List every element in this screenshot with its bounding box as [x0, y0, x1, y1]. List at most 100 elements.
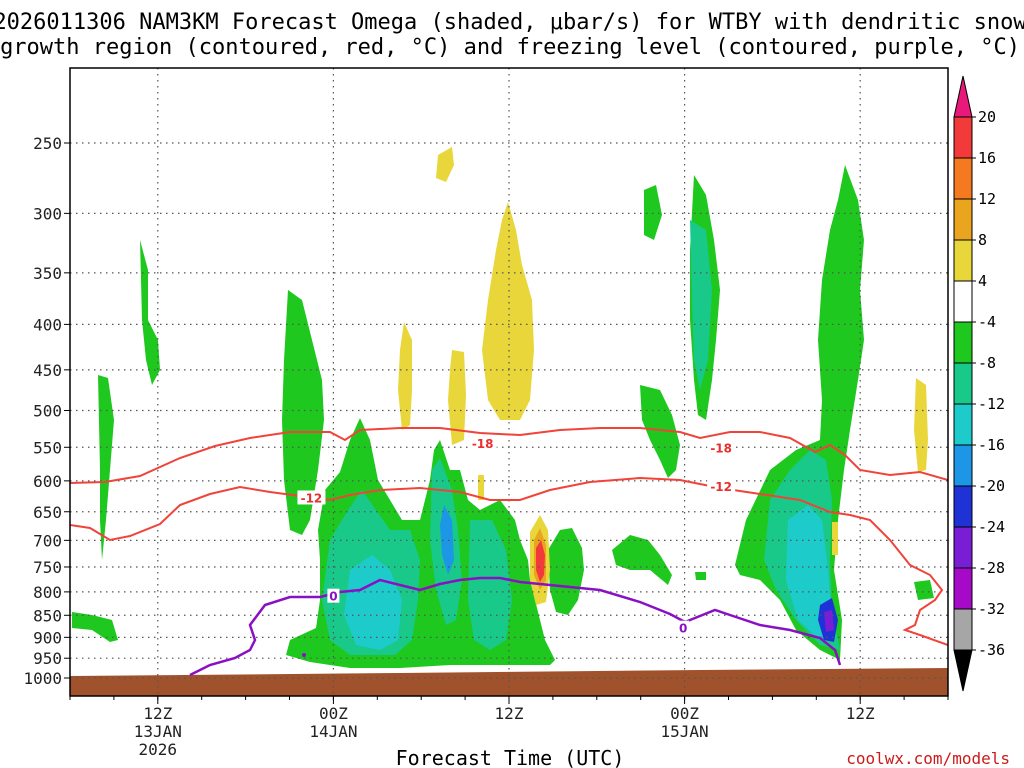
contour-freezing-dot: [302, 653, 306, 657]
omega-area-yellow: [436, 147, 454, 182]
colorbar-segment: [953, 485, 973, 528]
colorbar-segment: [953, 321, 973, 364]
omega-area-green: [695, 572, 706, 580]
contour-label: 0: [329, 590, 337, 604]
terrain-ground: [70, 668, 948, 696]
omega-area-green: [640, 385, 680, 478]
omega-area-cyan: [344, 555, 402, 650]
y-tick-label: 500: [33, 402, 62, 421]
y-tick-label: 550: [33, 438, 62, 457]
colorbar-bottom-arrow: [953, 649, 973, 692]
credit-text: coolwx.com/models: [846, 749, 1010, 768]
colorbar-tick-label: -4: [978, 313, 996, 331]
x-tick-label: 00Z: [319, 704, 348, 723]
contour-label: -12: [301, 491, 323, 505]
colorbar-tick-label: -20: [978, 477, 1005, 495]
omega-area-yellow: [398, 322, 412, 430]
colorbar-segment: [953, 239, 973, 282]
colorbar-segment: [953, 362, 973, 405]
colorbar-top-arrow: [953, 75, 973, 118]
contour-freezing-level: [189, 576, 842, 677]
omega-area-yellow: [482, 202, 534, 420]
colorbar-segment: [953, 403, 973, 446]
colorbar-tick-label: -32: [978, 600, 1005, 618]
contour-minus12: [70, 476, 948, 646]
y-tick-label: 700: [33, 531, 62, 550]
contour-label-bg: [297, 490, 326, 505]
omega-area-red: [536, 540, 545, 582]
omega-area-yellow: [914, 378, 928, 472]
x-tick-year: 2026: [139, 740, 178, 759]
y-tick-label: 900: [33, 628, 62, 647]
y-tick-label: 1000: [23, 669, 62, 688]
x-tick-label: 12Z: [846, 704, 875, 723]
contour-label: -18: [710, 442, 732, 456]
colorbar-segment: [953, 444, 973, 487]
y-tick-label: 250: [33, 134, 62, 153]
y-tick-label: 750: [33, 558, 62, 577]
contour-labels: -18 -18 -12 -12 0 0: [297, 435, 736, 636]
colorbar-segment: [953, 526, 973, 569]
colorbar-segment: [953, 280, 973, 323]
omega-area-green: [98, 375, 114, 560]
chart-title-line2: growth region (contoured, red, °C) and f…: [0, 35, 1020, 60]
y-tick-label: 800: [33, 583, 62, 602]
colorbar-tick-label: -8: [978, 354, 996, 372]
y-tick-label: 450: [33, 361, 62, 380]
colorbar-segment: [953, 157, 973, 200]
x-tick-label: 12Z: [495, 704, 524, 723]
colorbar-segment: [953, 608, 973, 651]
colorbar-segment: [953, 116, 973, 159]
contour-label: -18: [472, 437, 494, 451]
colorbar-segment: [953, 567, 973, 610]
omega-area-green: [914, 580, 934, 600]
omega-area-green: [72, 612, 118, 642]
colorbar-tick-label: -24: [978, 518, 1005, 536]
colorbar-segment: [953, 198, 973, 241]
colorbar-tick-label: 8: [978, 231, 987, 249]
contour-label-bg: [677, 620, 690, 635]
y-tick-label: 300: [33, 204, 62, 223]
omega-shading: [72, 147, 934, 668]
y-tick-label: 600: [33, 472, 62, 491]
colorbar-tick-label: -12: [978, 395, 1005, 413]
contour-label-bg: [707, 440, 736, 455]
omega-area-green: [612, 535, 672, 585]
x-axis-label: Forecast Time (UTC): [396, 746, 625, 768]
omega-area-green: [282, 290, 324, 535]
colorbar-tick-label: 4: [978, 272, 987, 290]
omega-area-yellow: [832, 522, 838, 555]
colorbar-tick-label: -28: [978, 559, 1005, 577]
omega-area-teal: [468, 520, 512, 650]
x-tick-date: 14JAN: [309, 722, 357, 741]
y-axis: 250 300 350 400 450 500 550 600 650 700 750 800 850 9…: [23, 134, 70, 688]
contour-label-bg: [468, 435, 497, 450]
colorbar-tick-label: -36: [978, 641, 1005, 659]
contour-label-bg: [327, 588, 340, 603]
chart-title-line1: 2026011306 NAM3KM Forecast Omega (shaded…: [0, 10, 1024, 35]
omega-area-yellow: [448, 350, 466, 445]
omega-area-green: [140, 240, 160, 385]
colorbar-tick-label: 20: [978, 108, 996, 126]
omega-area-blue: [440, 505, 454, 575]
contour-label-bg: [707, 479, 736, 494]
x-tick-date: 15JAN: [661, 722, 709, 741]
omega-area-teal: [690, 220, 712, 390]
y-tick-label: 850: [33, 606, 62, 625]
colorbar-tick-label: -16: [978, 436, 1005, 454]
colorbar-tick-label: 16: [978, 149, 996, 167]
y-tick-label: 350: [33, 264, 62, 283]
colorbar: 20 16 12 8 4 -4 -8 -12 -16 -20 -24 -28 -32 -36: [953, 75, 1005, 692]
x-tick-label: 00Z: [670, 704, 699, 723]
x-tick-date: 13JAN: [134, 722, 182, 741]
contour-label: 0: [679, 622, 687, 636]
plot-content: -18 -18 -12 -12 0 0: [70, 68, 948, 696]
colorbar-tick-label: 12: [978, 190, 996, 208]
y-tick-label: 650: [33, 503, 62, 522]
contour-minus18: [70, 427, 948, 484]
x-tick-label: 12Z: [143, 704, 172, 723]
omega-area-green: [644, 185, 662, 240]
y-tick-label: 400: [33, 315, 62, 334]
